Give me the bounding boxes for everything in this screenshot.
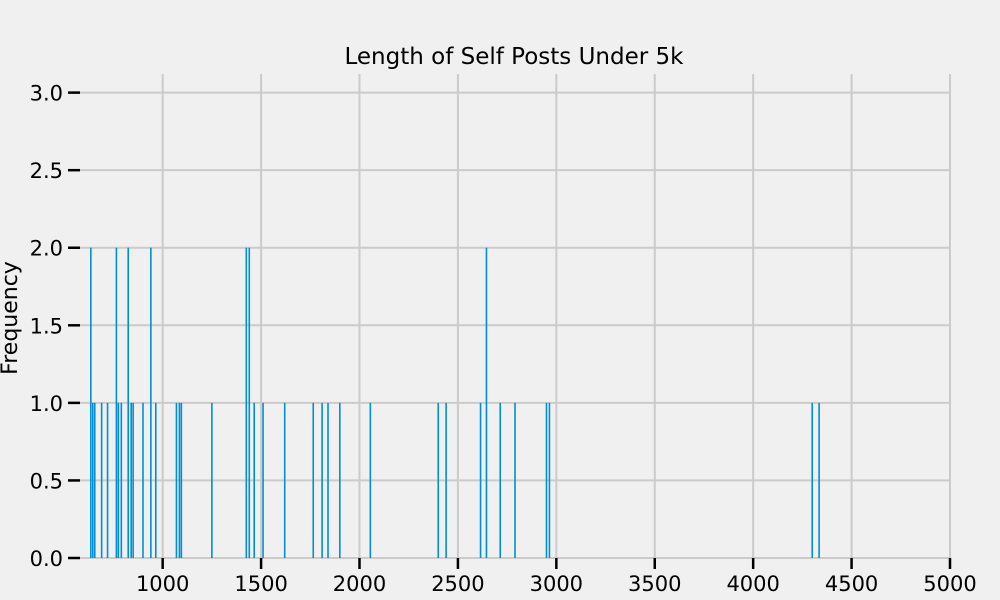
y-tick-label: 2.5 — [30, 159, 63, 183]
histogram-bar — [180, 402, 183, 558]
x-tick-label: 3500 — [628, 572, 681, 596]
x-tick-label: 2500 — [431, 572, 484, 596]
histogram-bar — [120, 402, 123, 558]
histogram-bar — [132, 402, 134, 558]
histogram-bar — [499, 402, 502, 558]
y-axis-label: Frequency — [0, 261, 23, 375]
grid-lines — [80, 74, 951, 559]
histogram-bar — [479, 402, 482, 558]
y-tick-label: 1.0 — [30, 392, 63, 416]
histogram-bar — [327, 402, 329, 558]
histogram-bar — [262, 402, 264, 558]
histogram-bar — [545, 402, 548, 558]
histogram-bar — [548, 402, 551, 558]
histogram-bar — [369, 402, 372, 558]
histogram-bar — [117, 402, 120, 558]
histogram-bar — [248, 247, 251, 559]
histogram-bar — [339, 402, 341, 558]
x-tick-label: 1000 — [136, 572, 189, 596]
histogram-bar — [818, 402, 820, 558]
x-tick-label: 4500 — [825, 572, 878, 596]
histogram-bar — [178, 402, 181, 558]
histogram-bar — [100, 402, 103, 558]
histogram-bar — [91, 402, 94, 558]
histogram-bar — [90, 247, 92, 559]
histogram-bar — [93, 402, 96, 558]
histogram-bar — [811, 402, 814, 558]
y-tick-label: 0.0 — [30, 547, 63, 571]
x-axis-ticks: 1000 1500 2000 2500 3000 3500 4000 4500 5000 — [136, 558, 977, 596]
histogram-bar — [253, 402, 255, 558]
x-tick-label: 1500 — [234, 572, 287, 596]
histogram-bar — [312, 402, 315, 558]
y-axis-ticks: 0.0 0.5 1.0 1.5 2.0 2.5 3.0 — [30, 82, 80, 571]
histogram-bar — [142, 402, 144, 558]
histogram-bar — [154, 402, 157, 558]
histogram-bar — [321, 402, 323, 558]
histogram-bar — [211, 402, 213, 558]
x-tick-label: 2000 — [333, 572, 386, 596]
y-tick-label: 3.0 — [30, 82, 63, 106]
histogram-bar — [127, 247, 130, 559]
histogram-bar — [245, 247, 248, 559]
histogram-bar — [175, 402, 178, 558]
x-tick-label: 3000 — [530, 572, 583, 596]
histogram-bar — [130, 402, 132, 558]
histogram-bar — [437, 402, 440, 558]
y-tick-label: 2.0 — [30, 237, 63, 261]
histogram-bar — [485, 247, 488, 559]
x-tick-label: 4000 — [726, 572, 779, 596]
histogram-bar — [150, 247, 152, 559]
histogram-bar — [283, 402, 286, 558]
histogram-bar — [514, 402, 516, 558]
histogram-bar — [106, 402, 109, 558]
y-tick-label: 1.5 — [30, 314, 63, 338]
y-tick-label: 0.5 — [30, 469, 63, 493]
histogram-bars — [90, 247, 820, 559]
histogram-bar — [115, 247, 118, 559]
chart-title: Length of Self Posts Under 5k — [345, 44, 685, 70]
x-tick-label: 5000 — [923, 572, 976, 596]
histogram-bar — [445, 402, 447, 558]
